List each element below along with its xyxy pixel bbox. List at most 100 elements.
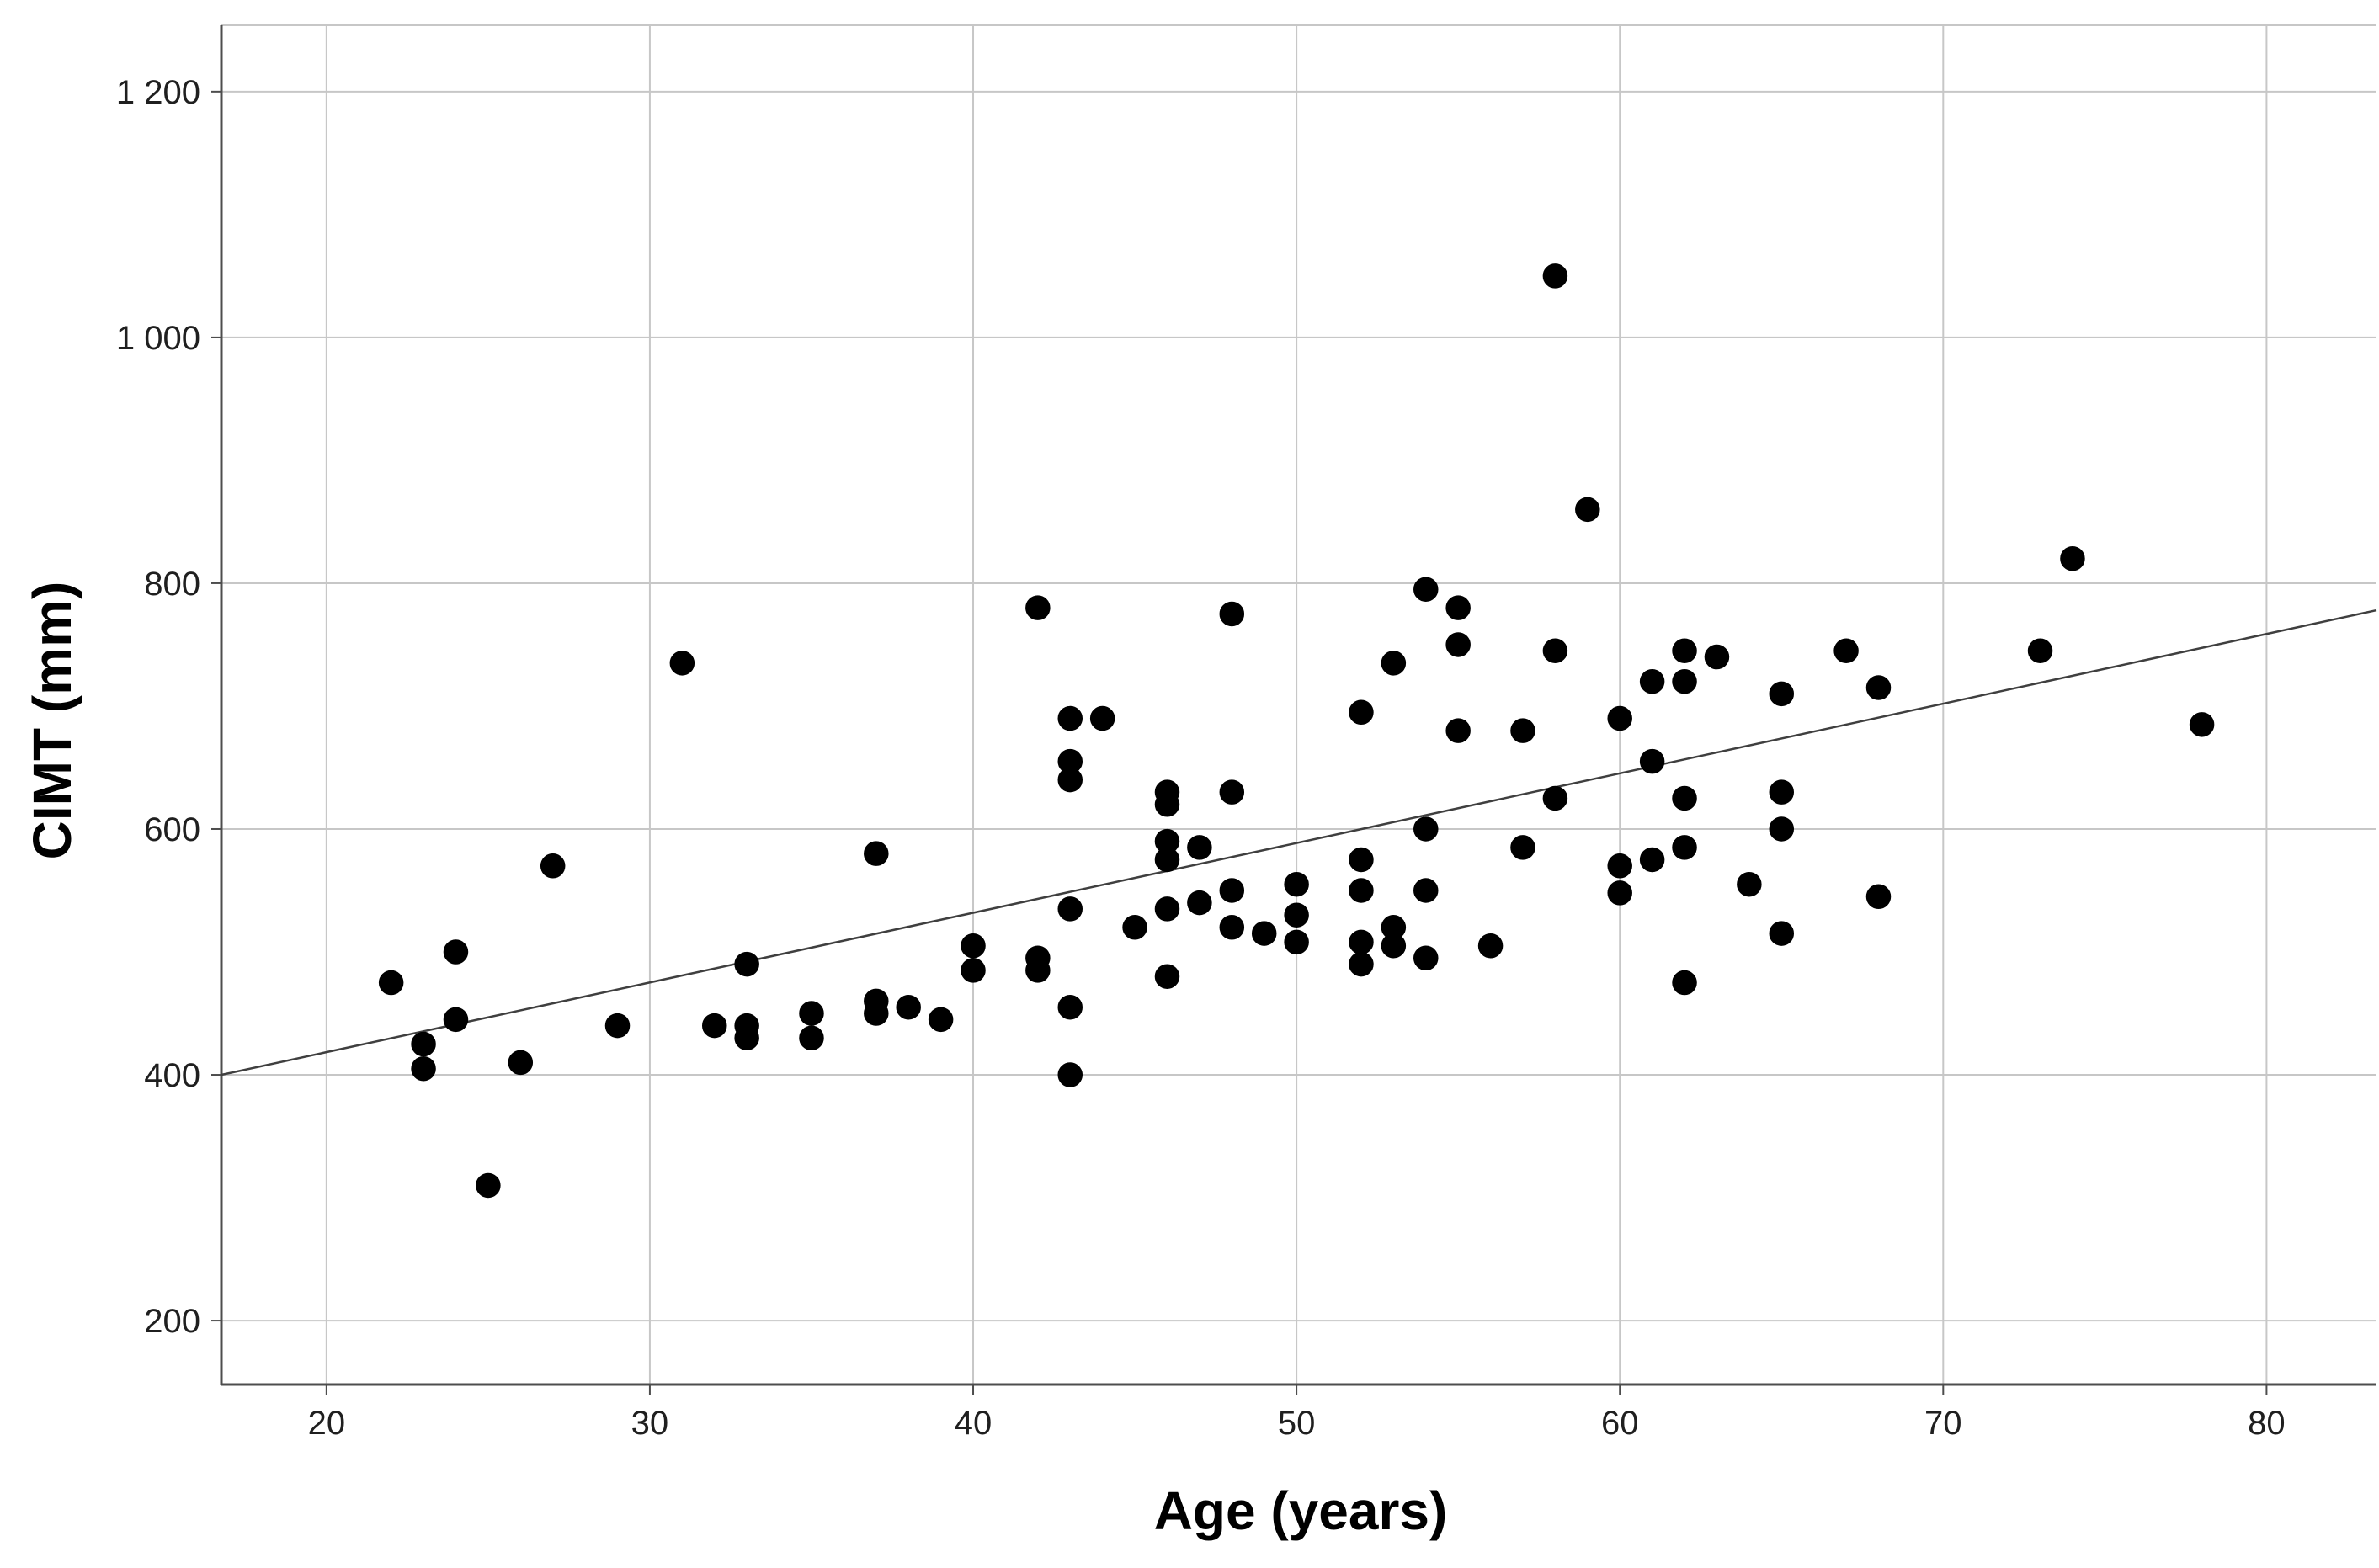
data-point xyxy=(2189,712,2215,737)
data-point xyxy=(1542,638,1568,664)
data-point xyxy=(1284,902,1309,928)
data-point xyxy=(1154,792,1180,817)
data-point xyxy=(476,1172,501,1199)
data-point xyxy=(1672,835,1697,860)
data-point xyxy=(1639,669,1665,694)
data-point xyxy=(1704,644,1730,670)
data-point xyxy=(1089,705,1115,731)
data-point xyxy=(734,1025,759,1050)
data-point xyxy=(1542,785,1568,811)
y-axis-title: CIMT (mm) xyxy=(22,581,82,860)
data-point xyxy=(1445,632,1471,657)
data-point xyxy=(1769,921,1795,946)
y-tick-label: 800 xyxy=(144,566,200,603)
x-tick-label: 40 xyxy=(955,1405,993,1442)
data-point xyxy=(1349,699,1374,726)
data-point xyxy=(1672,785,1697,811)
data-point xyxy=(1057,994,1083,1020)
x-tick-label: 70 xyxy=(1924,1405,1962,1442)
data-point xyxy=(1413,816,1439,842)
x-tick-label: 60 xyxy=(1601,1405,1639,1442)
data-point xyxy=(669,651,695,676)
y-tick-label: 600 xyxy=(144,811,200,848)
data-point xyxy=(604,1013,631,1039)
data-point xyxy=(1445,718,1471,743)
data-point xyxy=(1413,878,1439,903)
x-tick-label: 20 xyxy=(308,1405,346,1442)
data-point xyxy=(378,970,404,996)
data-point xyxy=(1025,958,1051,983)
data-point xyxy=(1154,964,1180,989)
data-point xyxy=(1413,577,1439,602)
data-point xyxy=(961,933,986,959)
data-point xyxy=(1381,651,1407,676)
data-point xyxy=(928,1007,954,1033)
data-point xyxy=(1639,847,1665,873)
data-point xyxy=(1381,933,1407,959)
data-point xyxy=(1284,871,1309,897)
data-point xyxy=(1122,915,1147,940)
data-point xyxy=(1737,871,1762,897)
data-point xyxy=(2027,638,2053,664)
data-point xyxy=(1769,681,1795,707)
data-point xyxy=(1865,675,1892,700)
data-point xyxy=(1445,595,1471,620)
data-point xyxy=(1413,945,1439,971)
data-point xyxy=(1187,890,1212,916)
data-point xyxy=(411,1055,436,1082)
data-point xyxy=(1865,884,1892,910)
data-point xyxy=(701,1013,727,1039)
data-point xyxy=(1251,921,1277,946)
data-point xyxy=(411,1031,436,1057)
data-point xyxy=(443,939,469,965)
data-point xyxy=(1154,896,1180,922)
data-point xyxy=(1219,601,1245,627)
y-tick-label: 1 000 xyxy=(116,320,200,357)
x-axis-title: Age (years) xyxy=(1153,1480,1448,1541)
data-point xyxy=(1607,880,1632,906)
data-point xyxy=(961,958,986,983)
data-point xyxy=(1672,638,1697,664)
data-point xyxy=(1284,929,1309,955)
data-point xyxy=(1510,835,1535,860)
data-point xyxy=(1510,718,1535,743)
data-point xyxy=(1769,816,1795,842)
data-point xyxy=(799,1025,824,1050)
data-point xyxy=(443,1007,469,1033)
data-point xyxy=(540,853,566,879)
data-point xyxy=(1057,1062,1083,1087)
data-point xyxy=(1349,878,1374,903)
data-point xyxy=(1219,779,1245,805)
regression-line xyxy=(221,609,2377,1076)
data-point xyxy=(1639,748,1665,774)
data-point xyxy=(1607,705,1632,731)
data-point xyxy=(2060,545,2085,571)
data-point xyxy=(1187,835,1212,860)
data-point xyxy=(1672,970,1697,996)
data-point xyxy=(1672,669,1697,694)
data-point xyxy=(1833,638,1859,664)
data-point xyxy=(896,994,921,1020)
x-tick-label: 30 xyxy=(631,1405,669,1442)
data-point xyxy=(1477,933,1504,959)
data-point xyxy=(1057,767,1083,793)
data-point xyxy=(1057,896,1083,922)
data-point xyxy=(1057,705,1083,731)
data-point xyxy=(1349,847,1374,873)
data-point xyxy=(864,841,889,866)
data-point xyxy=(1769,779,1795,805)
data-point xyxy=(734,951,759,977)
y-tick-label: 1 200 xyxy=(116,74,200,111)
data-point xyxy=(508,1050,534,1076)
data-point xyxy=(1349,929,1374,955)
data-point xyxy=(1607,853,1632,879)
data-point xyxy=(1219,878,1245,903)
y-tick-label: 400 xyxy=(144,1057,200,1094)
data-point xyxy=(1349,951,1374,977)
y-tick-label: 200 xyxy=(144,1303,200,1340)
data-point xyxy=(1542,263,1568,289)
data-point xyxy=(799,1001,824,1026)
data-point xyxy=(864,1001,889,1026)
